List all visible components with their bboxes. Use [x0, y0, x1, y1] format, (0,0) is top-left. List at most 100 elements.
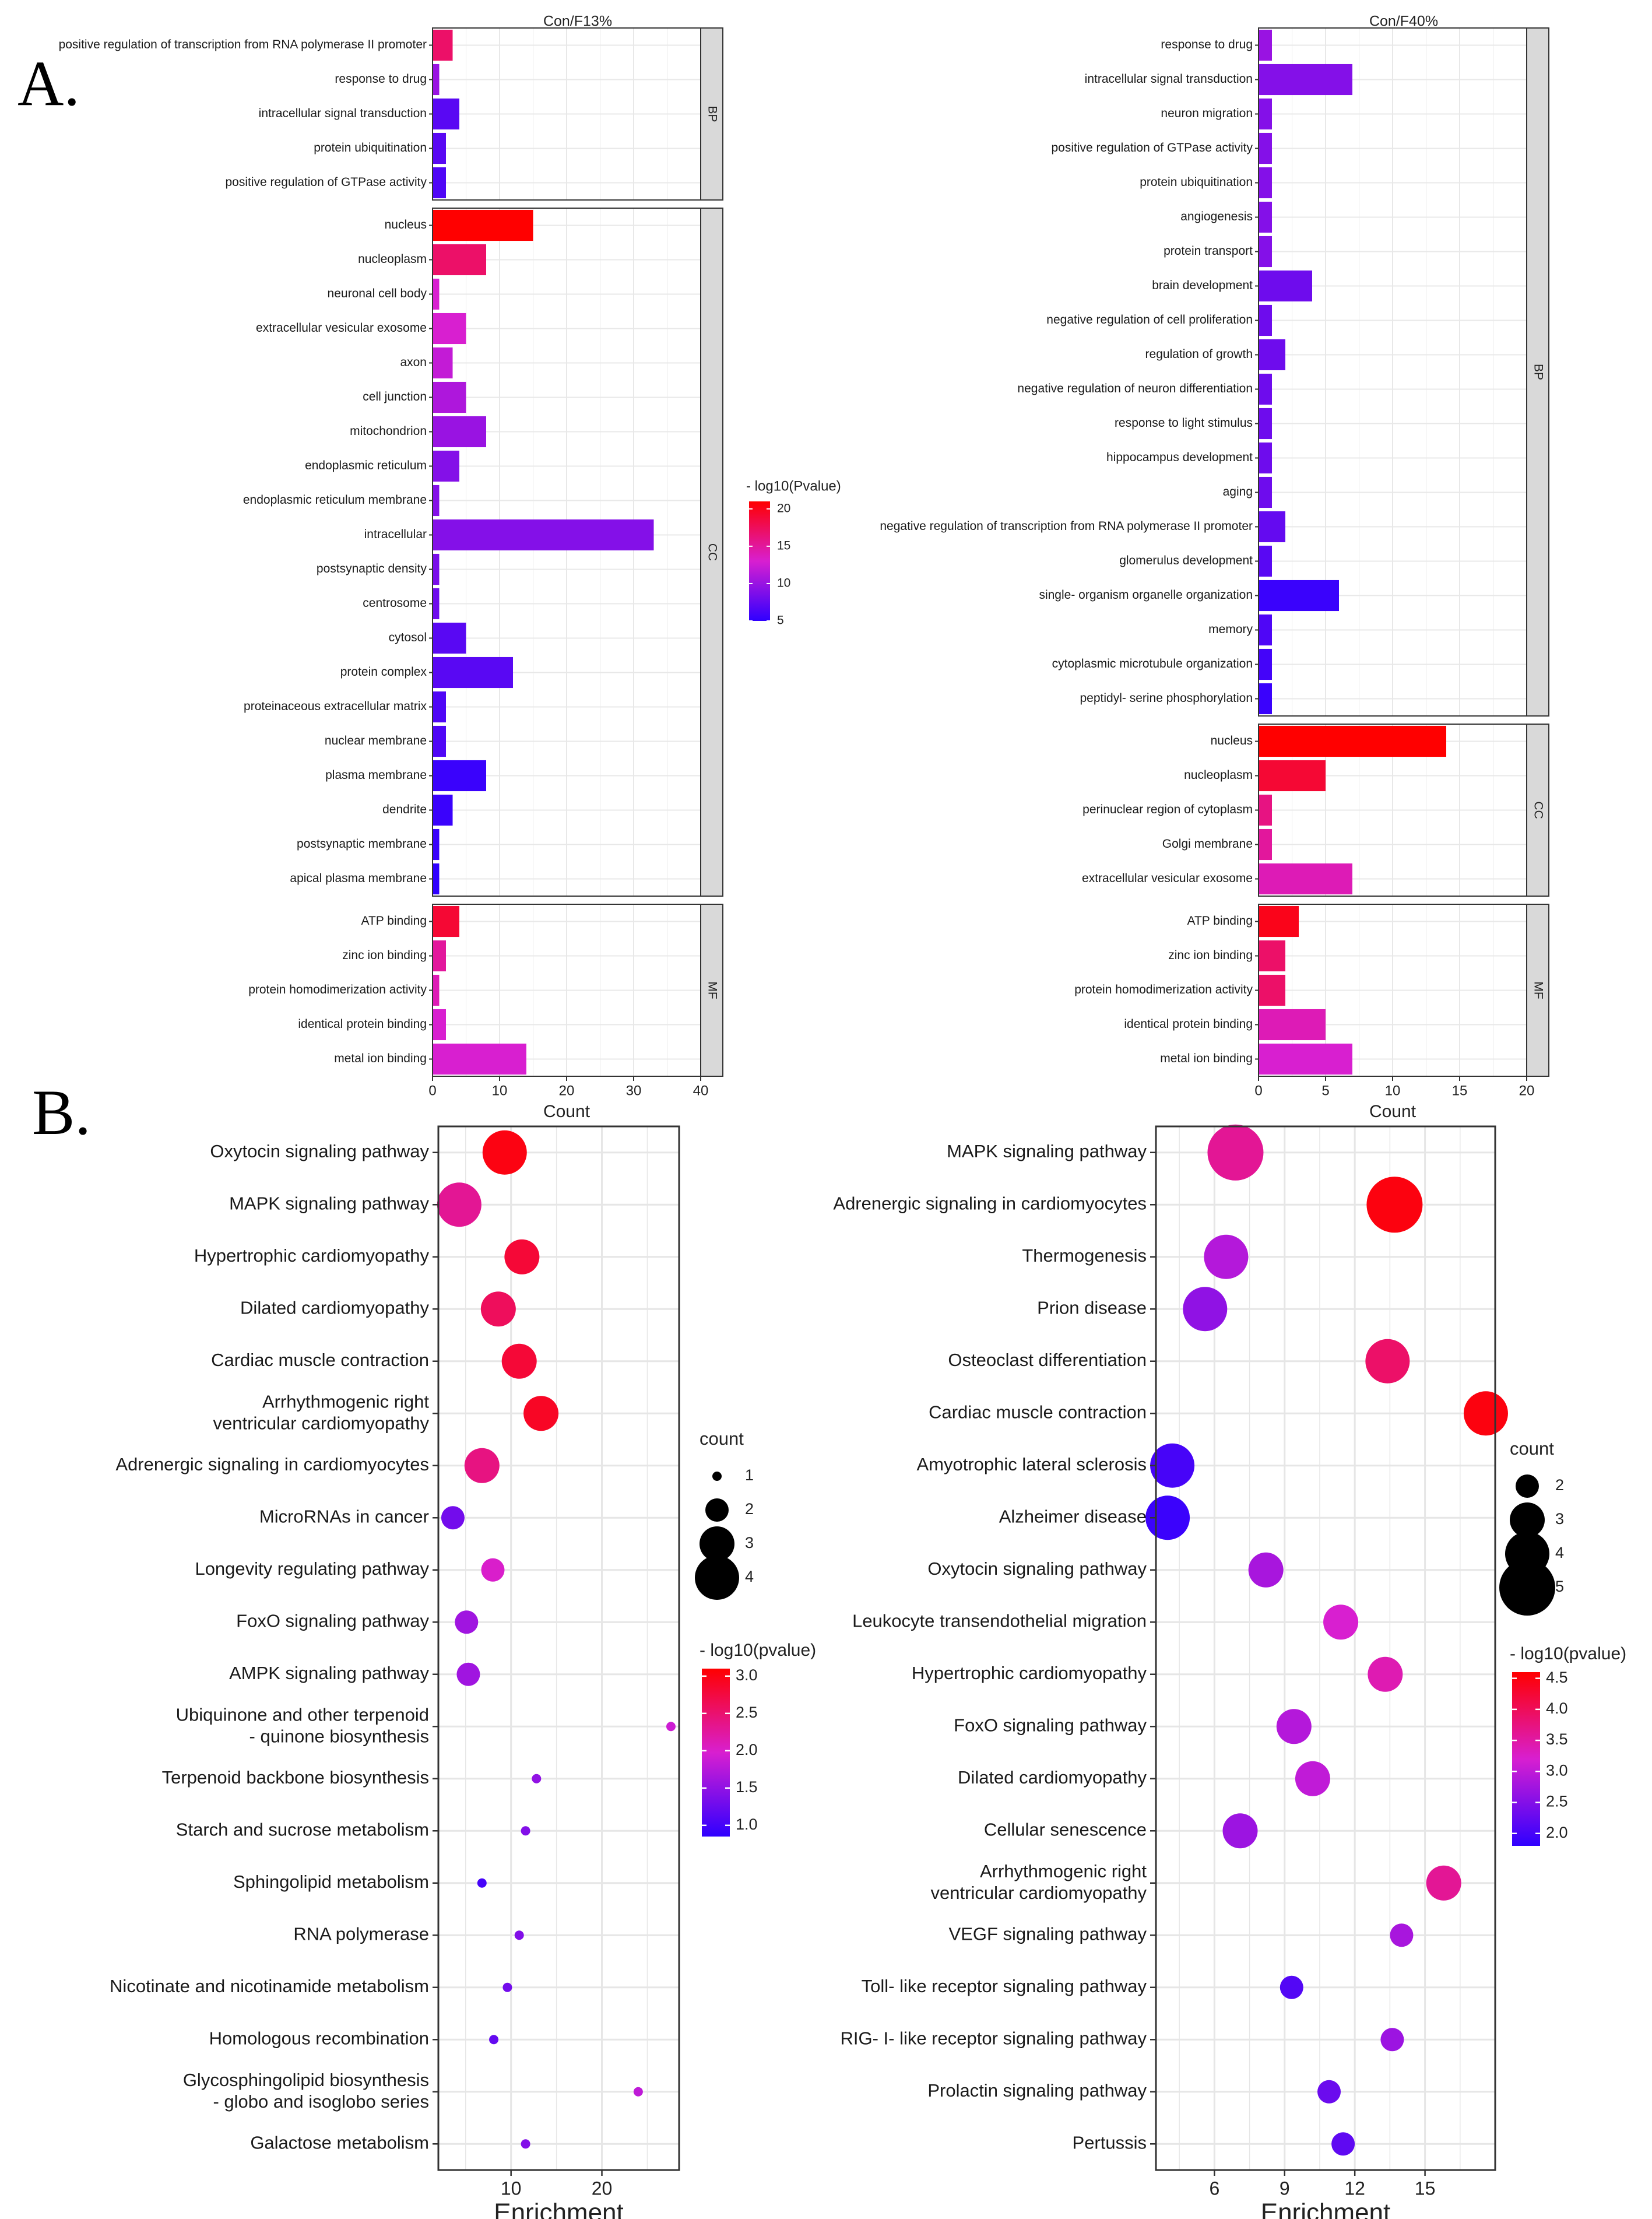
facet-cc: nucleus nucleoplasm perinuclear region of … [1082, 724, 1549, 897]
x-tick-label-0: 0 [1254, 1083, 1262, 1098]
pathway-label-hypertrophic-cardiomyopathy: Hypertrophic cardiomyopathy [194, 1245, 430, 1266]
bar-positive-regulation-of-gtpase-activity [433, 167, 446, 199]
bar-angiogenesis [1259, 201, 1272, 233]
colorbar-tick-label-1.5: 1.5 [736, 1778, 758, 1796]
bar-protein-homodimerization-activity [1259, 974, 1285, 1006]
kegg-chart-kegg_right: MAPK signaling pathway Adrenergic signali… [833, 1124, 1626, 2219]
term-label-extracellular-vesicular-exosome: extracellular vesicular exosome [256, 321, 427, 335]
term-label-identical-protein-binding: identical protein binding [1124, 1017, 1253, 1031]
bubble-prion-disease [1183, 1287, 1228, 1332]
x-tick-label-10: 10 [492, 1083, 508, 1098]
term-label-plasma-membrane: plasma membrane [325, 768, 427, 782]
term-label-nucleoplasm: nucleoplasm [1184, 768, 1253, 782]
colorbar-tick-label-3: 3.0 [1546, 1761, 1568, 1779]
facet-strip [700, 208, 723, 897]
bar-negative-regulation-of-cell-proliferatio [1259, 304, 1272, 336]
x-tick-label-15: 15 [1452, 1083, 1468, 1098]
pathway-label-ampk-signaling-pathway: AMPK signaling pathway [229, 1663, 429, 1683]
bar-postsynaptic-density [433, 553, 440, 585]
pathway-label-arrhythmogenic-right-ventricular-cardiom-line2: ventricular cardiomyopathy [931, 1883, 1147, 1903]
bubble-oxytocin-signaling-pathway [482, 1130, 527, 1175]
x-tick-label-12: 12 [1344, 2178, 1365, 2199]
term-label-glomerulus-development: glomerulus development [1119, 554, 1253, 567]
term-label-protein-homodimerization-activity: protein homodimerization activity [1074, 983, 1253, 996]
bubble-thermogenesis [1204, 1234, 1249, 1279]
panel-a-go-charts: Con/F13% positive regulation of transcrip… [59, 13, 1549, 1121]
x-tick-label-20: 20 [1519, 1083, 1535, 1098]
pathway-label-oxytocin-signaling-pathway: Oxytocin signaling pathway [210, 1141, 429, 1161]
bubble-sphingolipid-metabolism [477, 1878, 487, 1888]
pathway-label-pertussis: Pertussis [1073, 2132, 1147, 2153]
term-label-intracellular-signal-transduction: intracellular signal transduction [259, 107, 427, 120]
bar-response-to-drug [1259, 29, 1272, 61]
bar-zinc-ion-binding [1259, 940, 1285, 972]
plot-background [1156, 1126, 1495, 2170]
pathway-label-nicotinate-and-nicotinamide-metabolism: Nicotinate and nicotinamide metabolism [110, 1976, 429, 1996]
bar-identical-protein-binding [1259, 1009, 1326, 1041]
pathway-label-starch-and-sucrose-metabolism: Starch and sucrose metabolism [176, 1819, 429, 1839]
pvalue-legend: - log10(pvalue) 1.0 1.5 2.0 2.5 3.0 [700, 1641, 816, 1837]
term-label-protein-complex: protein complex [340, 665, 427, 679]
bar-brain-development [1259, 270, 1312, 302]
bubble-adrenergic-signaling-in-cardiomyocytes [464, 1448, 500, 1483]
bubble-homologous-recombination [489, 2035, 499, 2045]
pathway-label-galactose-metabolism: Galactose metabolism [250, 2132, 429, 2153]
bar-postsynaptic-membrane [433, 828, 440, 861]
bubble-dilated-cardiomyopathy [1295, 1761, 1330, 1796]
bar-response-to-drug [433, 64, 440, 96]
term-label-response-to-light-stimulus: response to light stimulus [1115, 416, 1253, 430]
term-label-endoplasmic-reticulum-membrane: endoplasmic reticulum membrane [243, 493, 427, 507]
bar-positive-regulation-of-transcription-fro [433, 29, 453, 61]
panel-b-label: B. [32, 1077, 91, 1148]
x-axis-title: Count [1369, 1102, 1416, 1121]
colorbar-tick-label-2.5: 2.5 [1546, 1793, 1568, 1810]
pathway-label-thermogenesis: Thermogenesis [1022, 1245, 1147, 1266]
bubble-hypertrophic-cardiomyopathy [1368, 1656, 1403, 1692]
pvalue-legend: - log10(pvalue) 2.0 2.5 3.0 3.5 4.0 4.5 [1510, 1644, 1626, 1846]
colorbar-tick-label-20: 20 [777, 501, 790, 515]
bubble-ubiquinone-and-other-terpenoid-quinone-b [666, 1722, 676, 1732]
pathway-label-sphingolipid-metabolism: Sphingolipid metabolism [233, 1872, 429, 1892]
term-label-single-organism-organelle-organization: single- organism organelle organization [1039, 588, 1253, 602]
term-label-negative-regulation-of-neuron-differenti: negative regulation of neuron differenti… [1017, 382, 1253, 395]
bar-apical-plasma-membrane [433, 863, 440, 895]
plot-border [437, 1125, 680, 2171]
pathway-label-cardiac-muscle-contraction: Cardiac muscle contraction [929, 1402, 1147, 1422]
bar-metal-ion-binding [1259, 1043, 1352, 1075]
term-label-negative-regulation-of-transcription-fro: negative regulation of transcription fro… [880, 519, 1253, 533]
count-legend-label-3: 3 [745, 1534, 754, 1551]
term-label-protein-ubiquitination: protein ubiquitination [314, 141, 427, 155]
pathway-label-ubiquinone-and-other-terpenoid-quinone-b-line1: Ubiquinone and other terpenoid [176, 1704, 429, 1725]
bar-negative-regulation-of-neuron-differenti [1259, 373, 1272, 405]
facet-strip-label: BP [705, 106, 719, 122]
term-label-perinuclear-region-of-cytoplasm: perinuclear region of cytoplasm [1082, 803, 1253, 816]
term-label-golgi-membrane: Golgi membrane [1162, 837, 1253, 851]
pathway-label-alzheimer-disease: Alzheimer disease [999, 1506, 1147, 1526]
facet-strip-label: CC [1531, 801, 1545, 819]
x-tick-label-6: 6 [1209, 2178, 1219, 2199]
bar-protein-homodimerization-activity [433, 974, 440, 1006]
count-legend-label-4: 4 [1555, 1544, 1564, 1561]
pathway-label-osteoclast-differentiation: Osteoclast differentiation [948, 1350, 1147, 1370]
x-tick-label-20: 20 [559, 1083, 575, 1098]
pathway-label-amyotrophic-lateral-sclerosis: Amyotrophic lateral sclerosis [916, 1454, 1147, 1474]
term-label-protein-homodimerization-activity: protein homodimerization activity [248, 983, 427, 996]
term-label-nuclear-membrane: nuclear membrane [325, 734, 427, 747]
bubble-longevity-regulating-pathway [481, 1558, 505, 1582]
facet-strip-label: BP [1531, 364, 1545, 380]
bubble-terpenoid-backbone-biosynthesis [532, 1774, 542, 1783]
term-label-identical-protein-binding: identical protein binding [298, 1017, 427, 1031]
term-label-zinc-ion-binding: zinc ion binding [342, 949, 427, 962]
pvalue-legend-title: - log10(pvalue) [700, 1641, 816, 1660]
bar-centrosome [433, 588, 440, 620]
bubble-leukocyte-transendothelial-migration [1323, 1604, 1359, 1640]
pathway-label-arrhythmogenic-right-ventricular-cardiom-line1: Arrhythmogenic right [980, 1861, 1147, 1881]
legend-title: - log10(Pvalue) [746, 478, 841, 494]
term-label-nucleoplasm: nucleoplasm [358, 252, 427, 266]
term-label-postsynaptic-density: postsynaptic density [317, 562, 427, 575]
count-legend-key-4 [695, 1556, 739, 1600]
term-label-endoplasmic-reticulum: endoplasmic reticulum [305, 459, 427, 472]
facet-bp: response to drug intracellular signal tra… [880, 27, 1549, 717]
